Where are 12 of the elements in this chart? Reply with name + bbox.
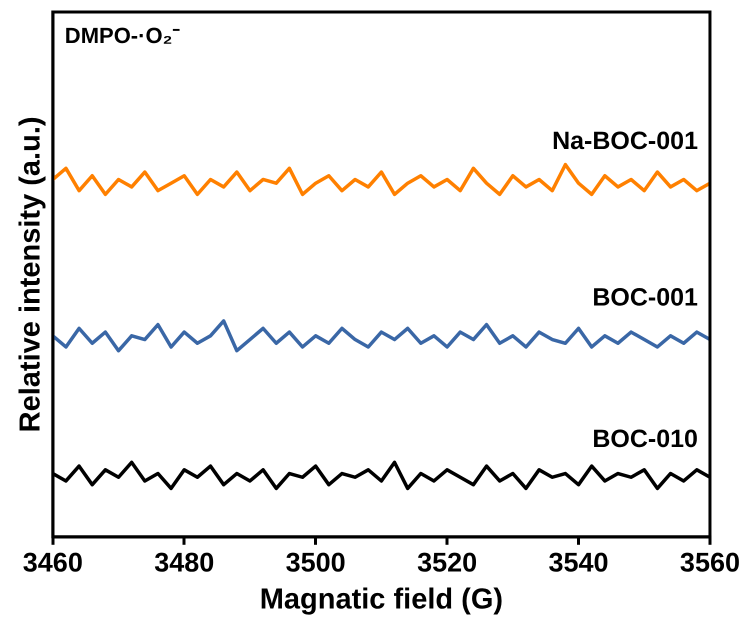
x-tick-label: 3520 — [417, 547, 478, 578]
x-tick-label: 3500 — [286, 547, 346, 578]
x-tick-label: 3560 — [680, 547, 740, 578]
series-label: Na-BOC-001 — [552, 126, 698, 155]
x-tick-label: 3540 — [548, 547, 609, 578]
x-tick-label: 3460 — [22, 547, 83, 578]
x-axis-title: Magnatic field (G) — [260, 584, 504, 616]
series-label: BOC-010 — [592, 424, 698, 453]
series-label: BOC-001 — [592, 283, 698, 312]
text: DMPO-·O₂⁻ — [64, 23, 180, 48]
x-tick-label: 3480 — [154, 547, 214, 578]
y-axis-title: Relative intensity (a.u.) — [14, 116, 46, 432]
